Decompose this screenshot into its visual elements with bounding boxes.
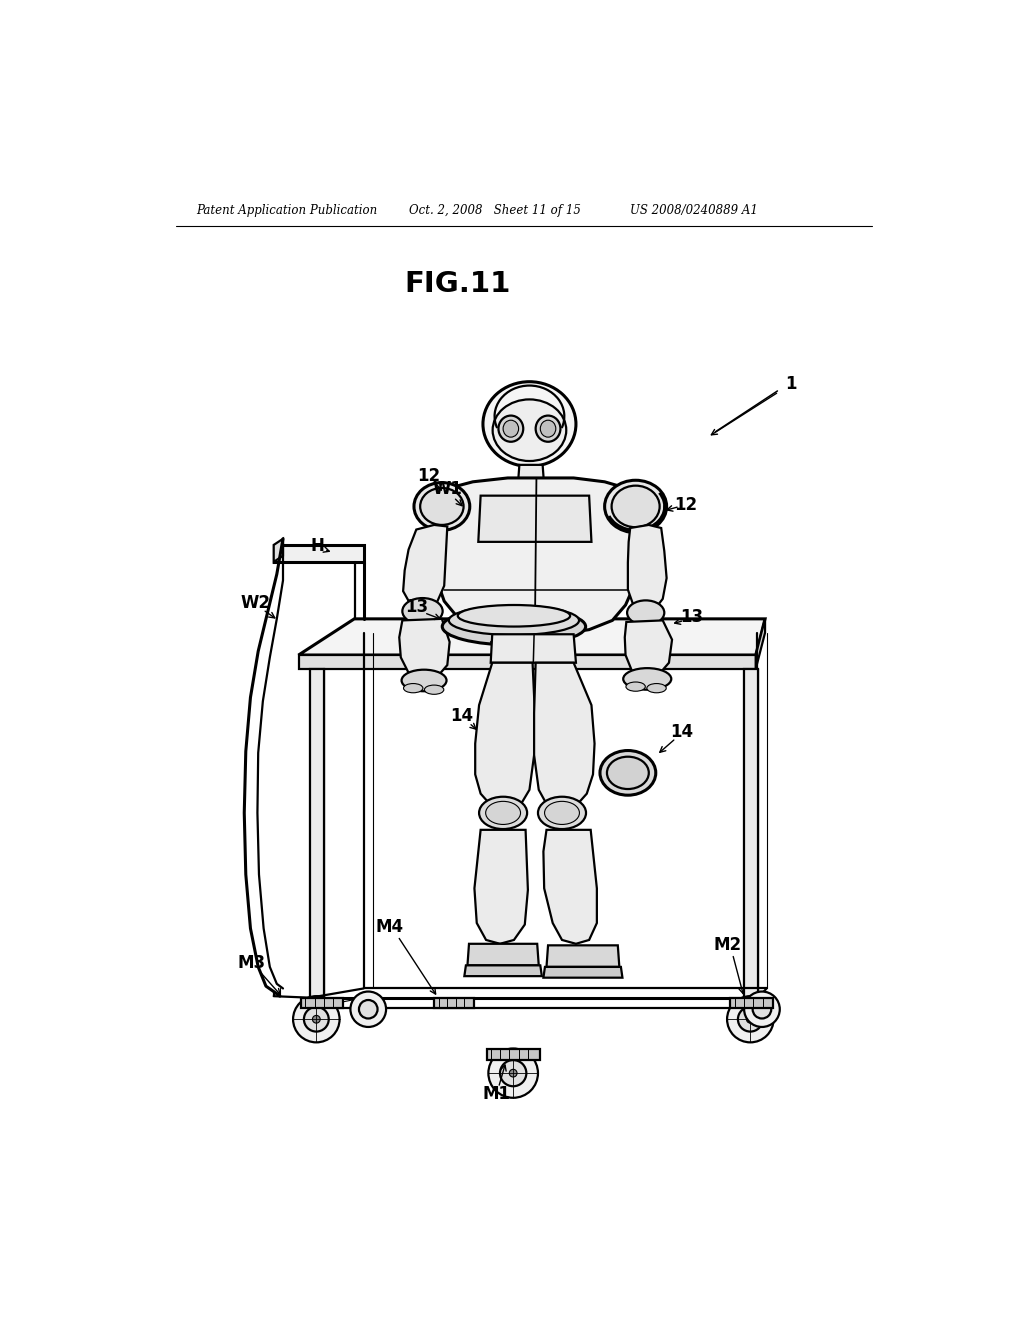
Ellipse shape bbox=[600, 751, 655, 795]
Text: H: H bbox=[311, 537, 325, 554]
Ellipse shape bbox=[536, 416, 560, 442]
Circle shape bbox=[359, 1001, 378, 1019]
Ellipse shape bbox=[538, 797, 586, 829]
Polygon shape bbox=[464, 965, 542, 977]
Ellipse shape bbox=[414, 483, 470, 531]
Text: M1: M1 bbox=[483, 1085, 511, 1104]
Ellipse shape bbox=[401, 669, 446, 692]
Ellipse shape bbox=[424, 685, 443, 694]
Ellipse shape bbox=[458, 605, 570, 627]
Ellipse shape bbox=[499, 416, 523, 442]
Text: 13: 13 bbox=[681, 607, 703, 626]
Ellipse shape bbox=[541, 420, 556, 437]
Text: 12: 12 bbox=[675, 496, 697, 513]
Polygon shape bbox=[436, 478, 640, 635]
Polygon shape bbox=[399, 619, 450, 678]
Bar bbox=[486, 1049, 540, 1060]
Ellipse shape bbox=[479, 797, 527, 829]
Polygon shape bbox=[478, 496, 592, 543]
Ellipse shape bbox=[493, 400, 566, 461]
Polygon shape bbox=[474, 830, 528, 944]
Bar bbox=[301, 998, 343, 1007]
Polygon shape bbox=[518, 465, 544, 486]
Text: FIG.11: FIG.11 bbox=[404, 269, 511, 298]
Ellipse shape bbox=[627, 601, 665, 626]
Bar bbox=[730, 998, 773, 1007]
Circle shape bbox=[304, 1007, 329, 1032]
Text: M2: M2 bbox=[713, 936, 741, 954]
Circle shape bbox=[350, 991, 386, 1027]
Ellipse shape bbox=[624, 668, 672, 689]
Polygon shape bbox=[756, 619, 765, 669]
Polygon shape bbox=[535, 663, 595, 812]
Text: Oct. 2, 2008   Sheet 11 of 15: Oct. 2, 2008 Sheet 11 of 15 bbox=[409, 205, 581, 218]
Polygon shape bbox=[467, 944, 539, 965]
Polygon shape bbox=[625, 620, 672, 677]
Circle shape bbox=[500, 1060, 526, 1086]
Text: 1: 1 bbox=[784, 375, 797, 393]
Polygon shape bbox=[544, 966, 623, 978]
Circle shape bbox=[746, 1015, 755, 1023]
Ellipse shape bbox=[485, 801, 520, 825]
Ellipse shape bbox=[483, 381, 575, 466]
Text: US 2008/0240889 A1: US 2008/0240889 A1 bbox=[630, 205, 758, 218]
Text: Patent Application Publication: Patent Application Publication bbox=[197, 205, 378, 218]
Bar bbox=[434, 998, 474, 1007]
Ellipse shape bbox=[503, 420, 518, 437]
Polygon shape bbox=[628, 525, 667, 611]
Ellipse shape bbox=[626, 682, 645, 692]
Polygon shape bbox=[744, 669, 758, 998]
Text: W1: W1 bbox=[432, 480, 462, 499]
Text: M3: M3 bbox=[238, 954, 266, 972]
Ellipse shape bbox=[442, 609, 586, 645]
Polygon shape bbox=[490, 635, 575, 663]
Text: W2: W2 bbox=[241, 594, 271, 612]
Ellipse shape bbox=[494, 649, 535, 660]
Polygon shape bbox=[299, 655, 756, 669]
Ellipse shape bbox=[402, 598, 442, 624]
Polygon shape bbox=[273, 539, 283, 562]
Polygon shape bbox=[299, 619, 765, 655]
Polygon shape bbox=[273, 545, 365, 562]
Polygon shape bbox=[547, 945, 620, 966]
Polygon shape bbox=[475, 663, 535, 812]
Ellipse shape bbox=[420, 488, 464, 525]
Circle shape bbox=[488, 1048, 538, 1098]
Circle shape bbox=[509, 1069, 517, 1077]
Ellipse shape bbox=[449, 606, 579, 635]
Text: 12: 12 bbox=[417, 467, 440, 484]
Circle shape bbox=[738, 1007, 763, 1032]
Polygon shape bbox=[403, 525, 447, 609]
Polygon shape bbox=[544, 830, 597, 944]
Text: 14: 14 bbox=[671, 723, 693, 741]
Circle shape bbox=[312, 1015, 321, 1023]
Circle shape bbox=[744, 991, 779, 1027]
Text: 13: 13 bbox=[404, 598, 428, 615]
Ellipse shape bbox=[611, 486, 659, 527]
Circle shape bbox=[727, 997, 773, 1043]
Ellipse shape bbox=[647, 684, 667, 693]
Text: M4: M4 bbox=[376, 917, 404, 936]
Circle shape bbox=[293, 997, 340, 1043]
Text: 14: 14 bbox=[450, 708, 473, 725]
Circle shape bbox=[753, 1001, 771, 1019]
Ellipse shape bbox=[545, 801, 580, 825]
Polygon shape bbox=[310, 669, 324, 998]
Ellipse shape bbox=[607, 756, 649, 789]
Ellipse shape bbox=[604, 480, 667, 532]
Ellipse shape bbox=[403, 684, 423, 693]
